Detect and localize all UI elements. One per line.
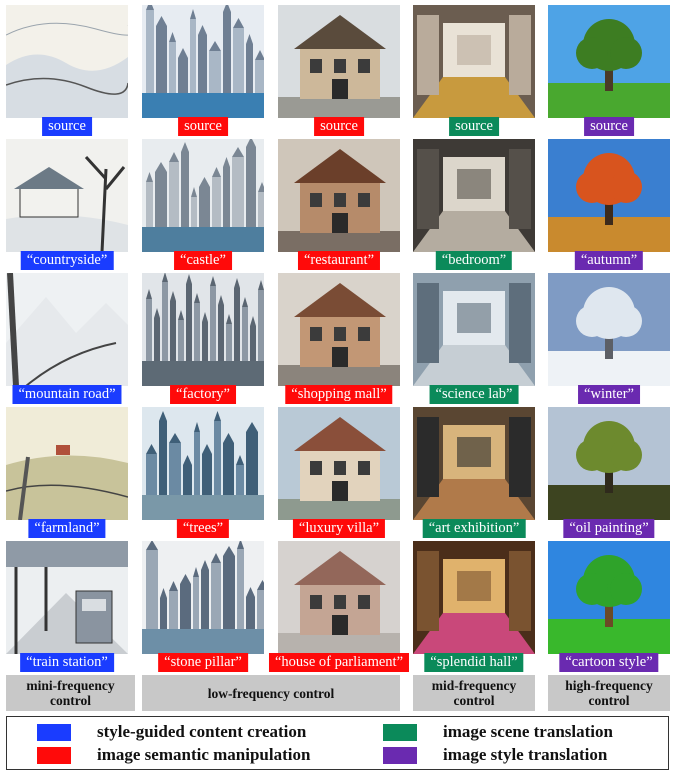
grid-cell: “factory”: [142, 273, 264, 406]
thumbnail-hall: [413, 541, 535, 654]
grid-cell: “farmland”: [6, 407, 128, 540]
style-swatch: [383, 746, 417, 764]
thumbnail-gallery: [413, 407, 535, 520]
thumbnail-restaurant: [278, 139, 400, 252]
content-swatch: [37, 723, 71, 741]
thumbnail-train: [6, 541, 128, 654]
thumbnail-tree-oil: [548, 407, 670, 520]
caption-label: “winter”: [578, 385, 640, 404]
high-frequency-label: high-frequency control: [565, 678, 653, 708]
legend-scene-label: image scene translation: [443, 722, 613, 741]
legend-item-semantic: image semantic manipulation: [37, 744, 310, 766]
legend-item-content: style-guided content creation: [37, 721, 306, 743]
legend-style-label: image style translation: [443, 745, 608, 764]
thumbnail-lab: [413, 273, 535, 386]
thumbnail-skyline: [142, 5, 264, 118]
thumbnail-tree-cartoon: [548, 541, 670, 654]
caption-label: source: [314, 117, 364, 136]
grid-cell: “science lab”: [413, 273, 535, 406]
legend: style-guided content creation image sema…: [6, 716, 669, 770]
grid-cell: “countryside”: [6, 139, 128, 272]
mid-frequency-control: mid-frequency control: [413, 675, 535, 711]
grid-cell: source: [142, 5, 264, 138]
grid-cell: “art exhibition”: [413, 407, 535, 540]
thumbnail-mountain: [6, 273, 128, 386]
thumbnail-tree-winter: [548, 273, 670, 386]
thumbnail-tree-autumn: [548, 139, 670, 252]
caption-label: “luxury villa”: [292, 519, 386, 538]
caption-label: source: [449, 117, 499, 136]
thumbnail-tree-summer: [548, 5, 670, 118]
high-frequency-control: high-frequency control: [548, 675, 670, 711]
caption-label: “train station”: [20, 653, 114, 672]
legend-semantic-label: image semantic manipulation: [97, 745, 311, 764]
legend-item-scene: image scene translation: [383, 721, 613, 743]
scene-swatch: [383, 723, 417, 741]
grid-cell: “splendid hall”: [413, 541, 535, 674]
grid-cell: “cartoon style”: [548, 541, 670, 674]
thumbnail-bedroom: [413, 139, 535, 252]
caption-label: “farmland”: [28, 519, 106, 538]
caption-label: “cartoon style”: [559, 653, 659, 672]
caption-label: “factory”: [170, 385, 236, 404]
grid-cell: “castle”: [142, 139, 264, 272]
caption-label: source: [42, 117, 92, 136]
caption-label: “bedroom”: [435, 251, 513, 270]
caption-label: “restaurant”: [297, 251, 381, 270]
caption-label: “science lab”: [429, 385, 519, 404]
grid-cell: “luxury villa”: [278, 407, 400, 540]
caption-label: source: [178, 117, 228, 136]
caption-label: “oil painting”: [563, 519, 655, 538]
thumbnail-mall: [278, 273, 400, 386]
caption-label: “mountain road”: [12, 385, 122, 404]
caption-label: “art exhibition”: [422, 519, 526, 538]
caption-label: “house of parliament”: [268, 653, 410, 672]
thumbnail-trees: [142, 407, 264, 520]
thumbnail-farmhouse: [6, 139, 128, 252]
caption-label: “trees”: [176, 519, 230, 538]
grid-cell: “train station”: [6, 541, 128, 674]
grid-cell: source: [413, 5, 535, 138]
grid-cell: “restaurant”: [278, 139, 400, 272]
low-frequency-control: low-frequency control: [142, 675, 400, 711]
grid-cell: “trees”: [142, 407, 264, 540]
thumbnail-tudor-house: [278, 5, 400, 118]
semantic-swatch: [37, 746, 71, 764]
thumbnail-countryside-sketch: [6, 5, 128, 118]
grid-cell: “shopping mall”: [278, 273, 400, 406]
low-frequency-label: low-frequency control: [207, 685, 335, 701]
grid-cell: source: [278, 5, 400, 138]
grid-cell: source: [6, 5, 128, 138]
grid-cell: “mountain road”: [6, 273, 128, 406]
thumbnail-closet: [413, 5, 535, 118]
grid-cell: “stone pillar”: [142, 541, 264, 674]
thumbnail-parliament: [278, 541, 400, 654]
mid-frequency-label: mid-frequency control: [431, 678, 517, 708]
caption-label: “shopping mall”: [285, 385, 393, 404]
grid-cell: “bedroom”: [413, 139, 535, 272]
caption-label: “splendid hall”: [424, 653, 524, 672]
legend-content-label: style-guided content creation: [97, 722, 307, 741]
thumbnail-farmland: [6, 407, 128, 520]
caption-label: “autumn”: [574, 251, 644, 270]
caption-label: “stone pillar”: [158, 653, 248, 672]
caption-label: “castle”: [174, 251, 232, 270]
caption-label: “countryside”: [20, 251, 114, 270]
grid-cell: source: [548, 5, 670, 138]
grid-cell: “oil painting”: [548, 407, 670, 540]
grid-cell: “winter”: [548, 273, 670, 406]
thumbnail-villa: [278, 407, 400, 520]
mini-frequency-control: mini-frequency control: [6, 675, 135, 711]
grid-cell: “house of parliament”: [268, 541, 410, 674]
thumbnail-castle: [142, 139, 264, 252]
grid-cell: “autumn”: [548, 139, 670, 272]
caption-label: source: [584, 117, 634, 136]
mini-frequency-label: mini-frequency control: [26, 678, 115, 708]
thumbnail-factory: [142, 273, 264, 386]
legend-item-style: image style translation: [383, 744, 607, 766]
thumbnail-pillars: [142, 541, 264, 654]
